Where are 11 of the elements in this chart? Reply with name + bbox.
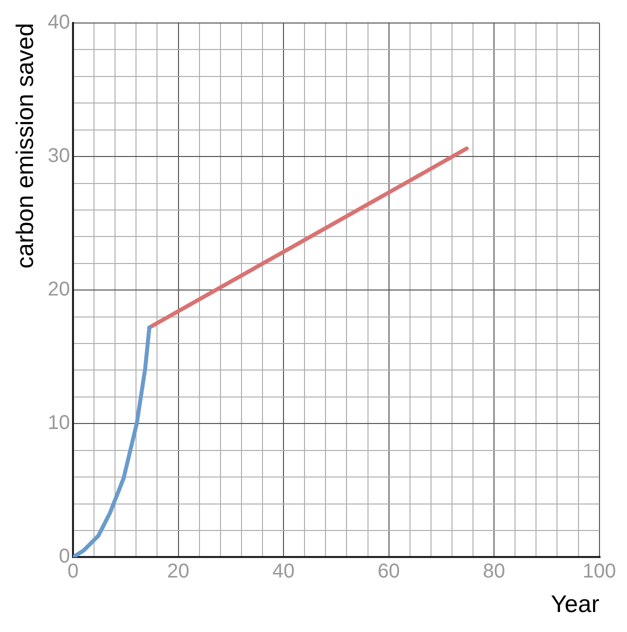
x-tick-label: 60 — [378, 560, 400, 583]
y-tick-label: 40 — [48, 12, 70, 34]
x-tick-label: 80 — [482, 560, 506, 583]
x-tick-label: 100 — [582, 560, 616, 583]
y-tick-label: 30 — [48, 145, 70, 168]
y-tick-label: 10 — [48, 412, 70, 434]
x-tick-label: 40 — [272, 560, 295, 583]
x-tick-label: 20 — [167, 560, 190, 583]
y-tick-label: 20 — [48, 278, 70, 301]
x-axis-title: Year — [550, 591, 600, 618]
y-axis-title: carbon emission saved — [12, 23, 40, 268]
